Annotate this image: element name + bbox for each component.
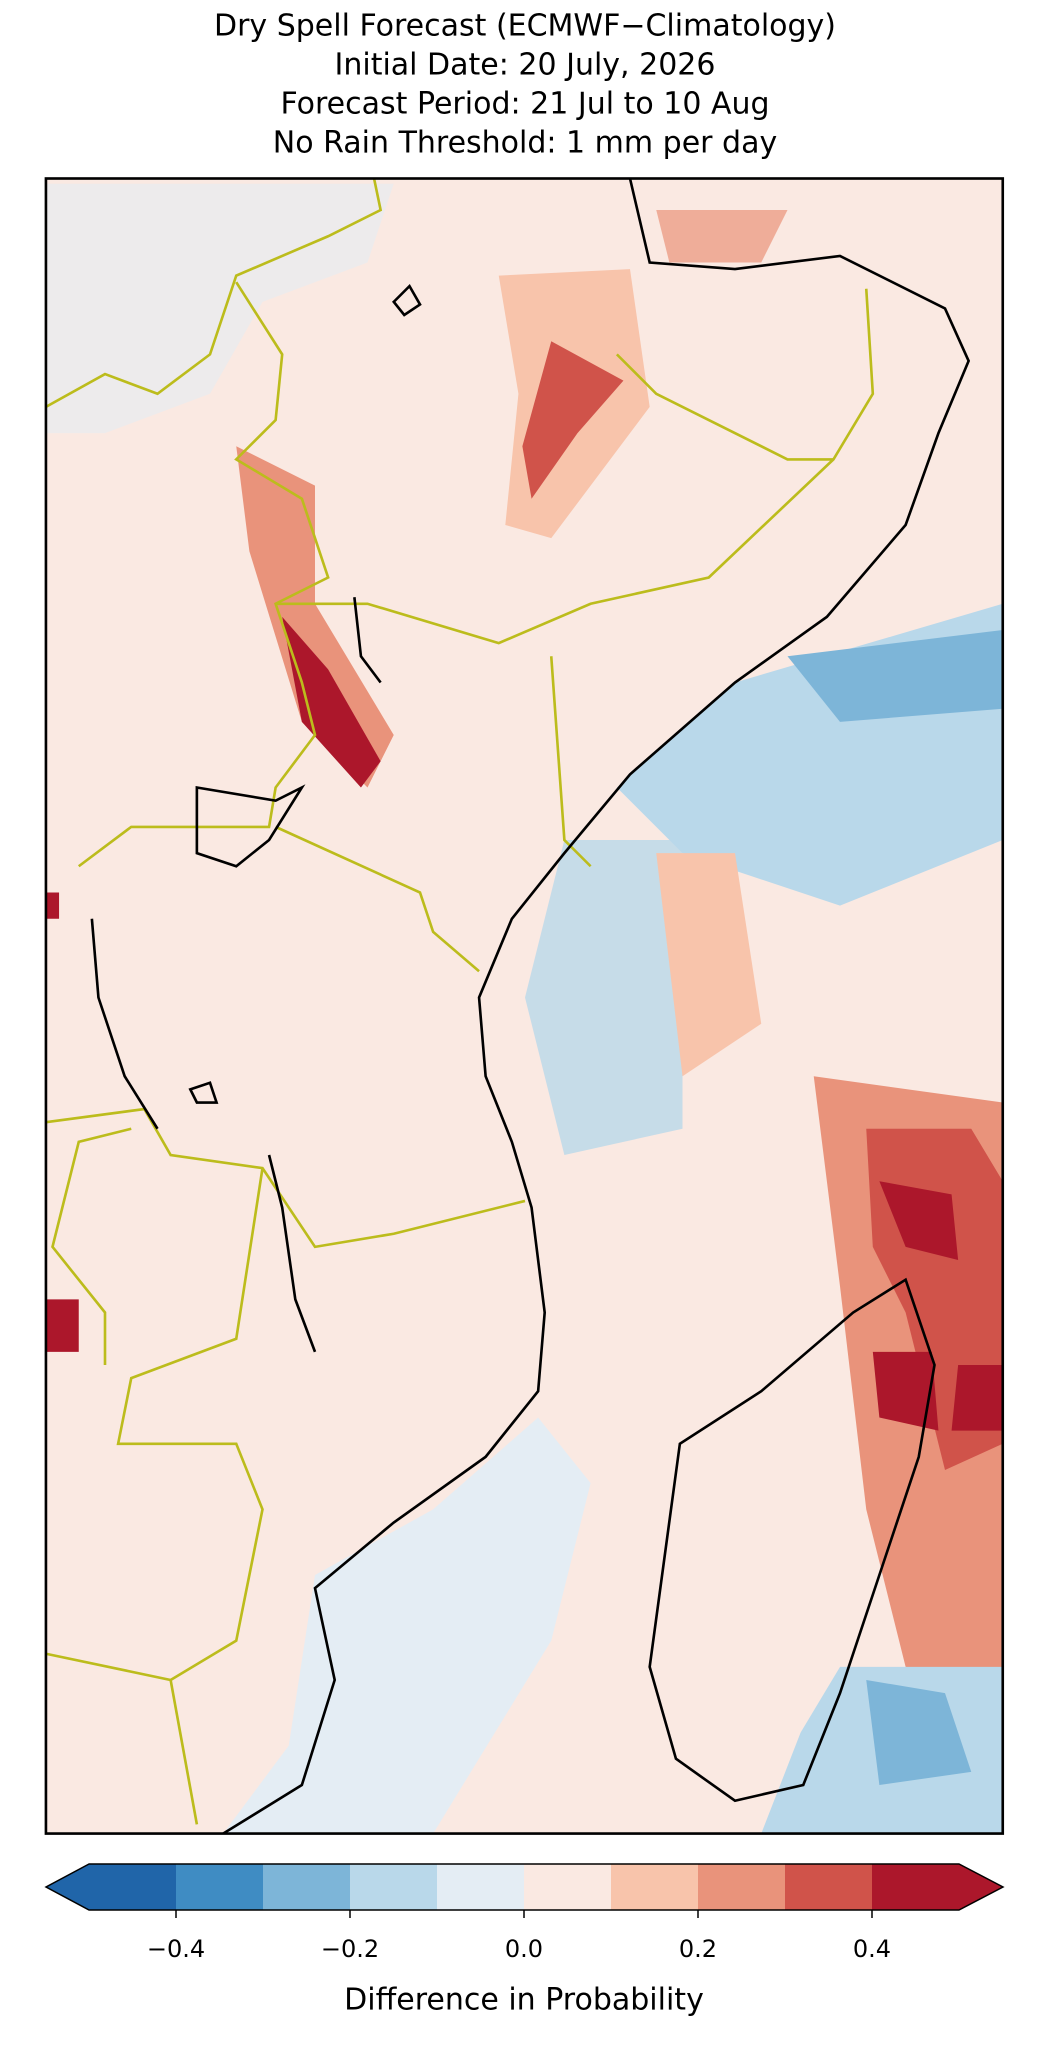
coastline [90, 178, 971, 1834]
colorbar-segment [89, 1864, 176, 1910]
colorbar-segment [176, 1864, 263, 1910]
colorbar-segment [698, 1864, 785, 1910]
map [44, 177, 1005, 1835]
colorbar-tick-label: −0.2 [321, 1935, 379, 1963]
colorbar-segment [437, 1864, 524, 1910]
chart-title: No Rain Threshold: 1 mm per day [273, 126, 777, 161]
shade-patch [236, 446, 394, 788]
shade-patch [45, 892, 79, 1352]
chart-title: Dry Spell Forecast (ECMWF−Climatology) [214, 9, 836, 44]
colorbar-outline [44, 1863, 1005, 1911]
colorbar-extend-max [959, 1864, 1003, 1910]
colorbar-label: Difference in Probability [344, 1983, 704, 2018]
colorbar-segment [785, 1864, 872, 1910]
chart-title: Initial Date: 20 July, 2026 [335, 48, 716, 83]
shade-patch [525, 840, 683, 1155]
map-frame [44, 177, 1005, 1835]
colorbar-segment [263, 1864, 350, 1910]
shade-patch [656, 853, 762, 1077]
shade-patch [282, 616, 381, 788]
shade-patch [872, 1181, 1003, 1431]
colorbar: −0.4 −0.2 0.0 0.2 0.4 Difference in Probabili… [44, 1863, 1005, 2018]
colorbar-segment [524, 1864, 611, 1910]
shade-patch [866, 1680, 972, 1785]
colorbar-tick-label: −0.4 [147, 1935, 205, 1963]
shade-patch [656, 210, 788, 263]
chart-title: Forecast Period: 21 Jul to 10 Aug [280, 87, 769, 122]
colorbar-tick-label: 0.0 [505, 1935, 543, 1963]
colorbar-segment [350, 1864, 437, 1910]
colorbar-tick-label: 0.2 [679, 1935, 717, 1963]
shade-patch [522, 341, 624, 499]
shade-patch [787, 630, 1003, 722]
title-block: Dry Spell Forecast (ECMWF−Climatology) In… [214, 9, 836, 161]
colorbar-segment [872, 1864, 959, 1910]
map-field [45, 178, 1003, 1834]
colorbar-extend-min [46, 1864, 89, 1910]
colorbar-segment [611, 1864, 698, 1910]
shade-patch [223, 1417, 591, 1834]
colorbar-tick-label: 0.4 [853, 1935, 891, 1963]
borders [45, 178, 875, 1825]
